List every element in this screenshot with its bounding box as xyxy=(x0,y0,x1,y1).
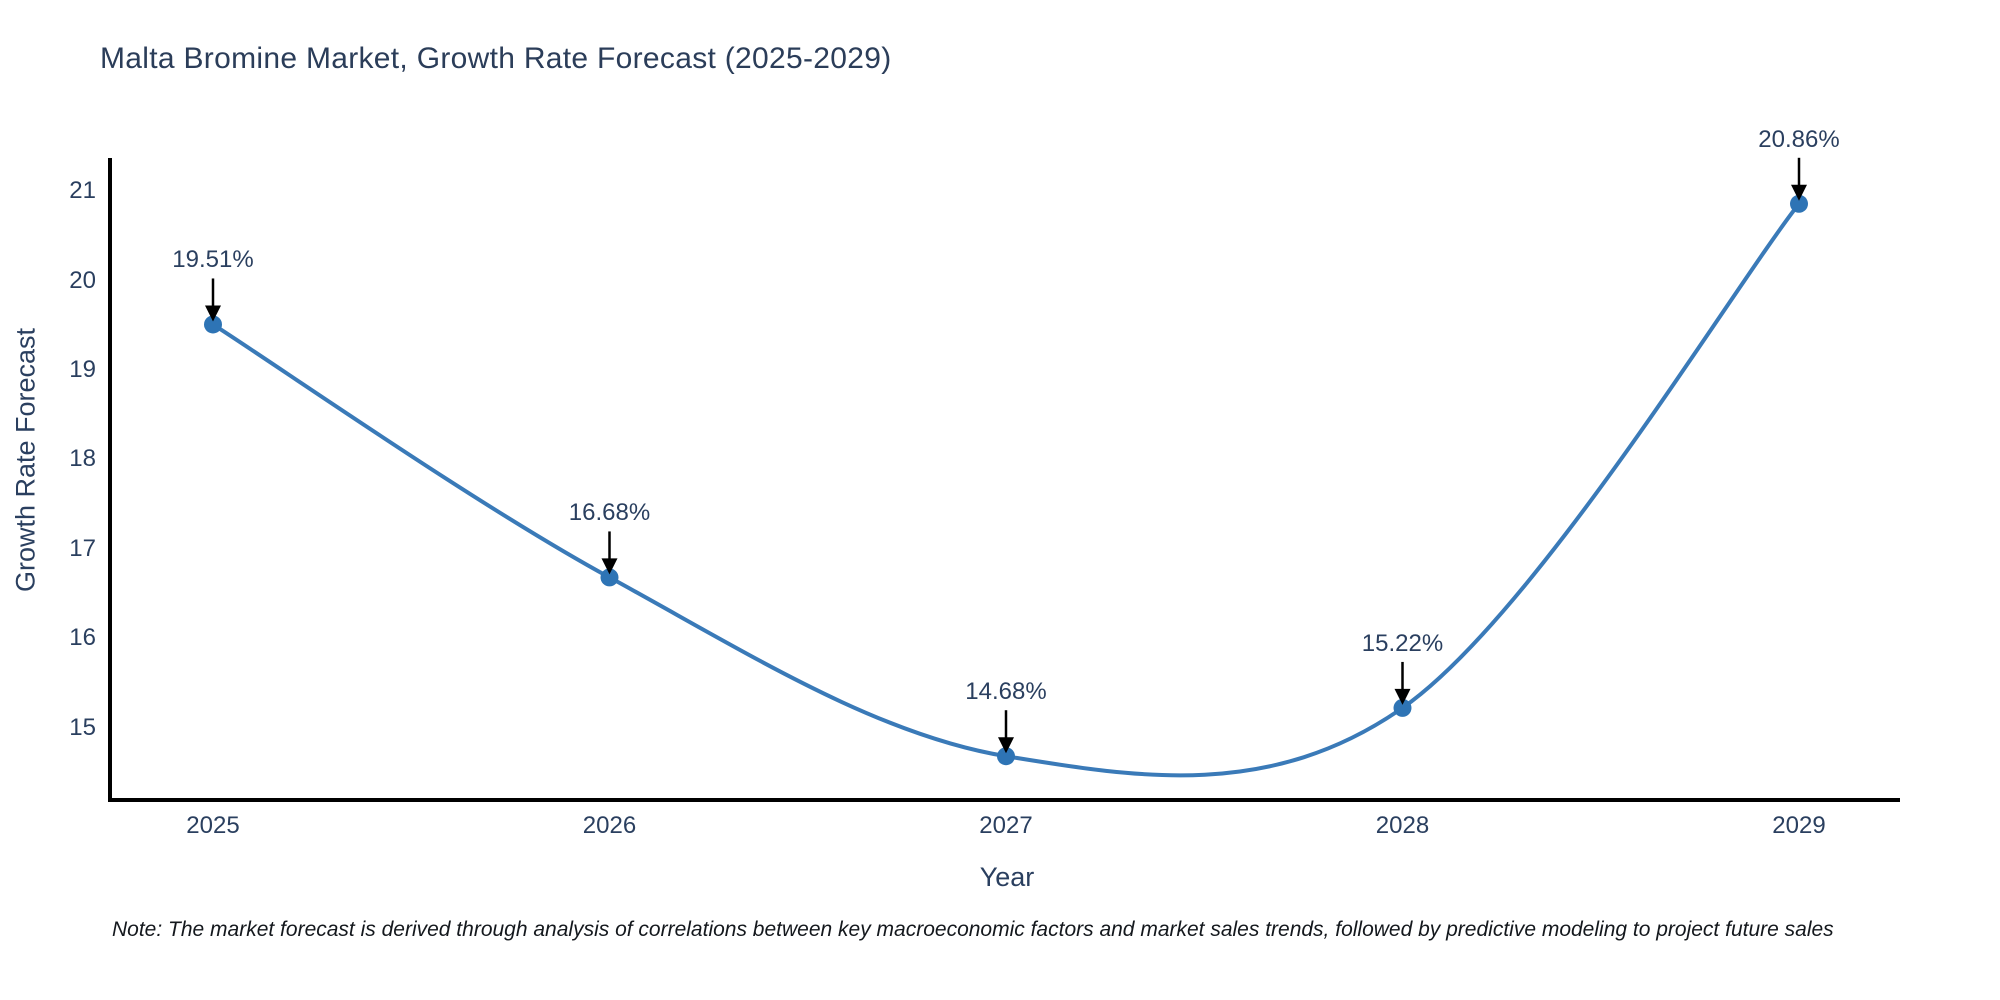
x-tick-label: 2025 xyxy=(186,812,240,839)
y-tick-label: 19 xyxy=(69,356,96,384)
data-point-marker xyxy=(204,315,222,334)
point-value-label: 20.86% xyxy=(1758,125,1840,153)
x-axis-title: Year xyxy=(979,862,1035,892)
point-value-label: 16.68% xyxy=(568,499,651,527)
y-tick-label: 20 xyxy=(69,266,96,294)
x-tick-label: 2026 xyxy=(582,812,637,839)
point-value-label: 19.51% xyxy=(172,246,254,274)
y-axis-title: Growth Rate Forecast xyxy=(10,327,41,593)
data-point-marker xyxy=(1393,698,1412,717)
annotation-arrow-head xyxy=(998,737,1014,754)
data-point-marker xyxy=(1790,194,1808,213)
annotation-arrow-head xyxy=(1791,184,1807,201)
y-tick-label: 21 xyxy=(69,177,96,205)
data-point-marker xyxy=(997,747,1015,766)
forecast-spline-line xyxy=(211,201,1801,778)
point-value-label: 15.22% xyxy=(1361,629,1444,657)
annotation-arrow-head xyxy=(601,558,618,575)
y-tick-label: 16 xyxy=(69,624,96,652)
y-tick-label: 15 xyxy=(69,713,96,741)
footnote: Note: The market forecast is derived thr… xyxy=(112,918,1834,941)
annotation-arrow-head xyxy=(1394,688,1411,705)
x-tick-label: 2029 xyxy=(1772,812,1826,839)
annotation-arrow-head xyxy=(205,305,221,322)
y-tick-label: 18 xyxy=(69,445,96,473)
point-value-label: 14.68% xyxy=(965,678,1047,706)
chart-title: Malta Bromine Market, Growth Rate Foreca… xyxy=(100,42,892,75)
x-tick-label: 2028 xyxy=(1375,812,1430,839)
data-point-marker xyxy=(600,568,619,587)
x-tick-label: 2027 xyxy=(979,812,1033,839)
y-tick-label: 17 xyxy=(69,534,96,562)
